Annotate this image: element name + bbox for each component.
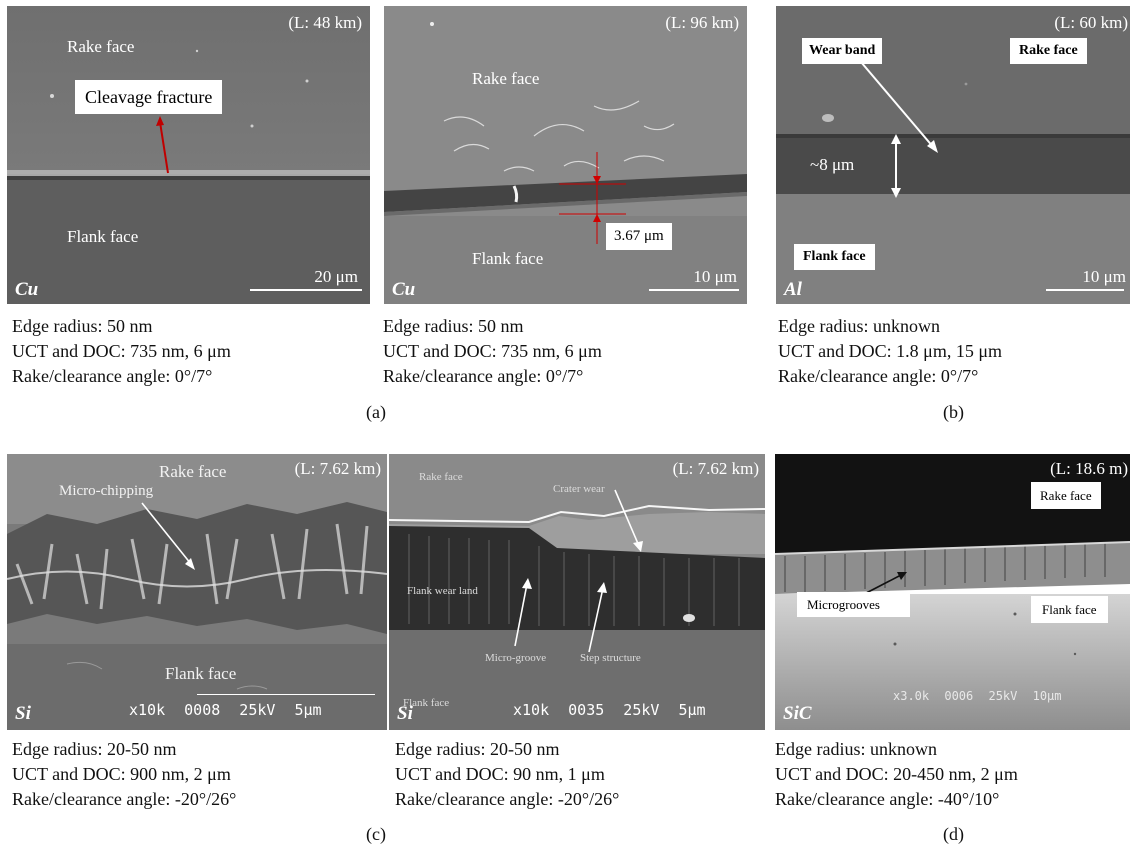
sem-image (776, 6, 1130, 304)
edge-radius: Edge radius: 50 nm (383, 316, 524, 336)
flank-face-label: Flank face (1031, 596, 1108, 623)
cutting-length-label: (L: 18.6 m) (1050, 459, 1128, 478)
material-label: Al (784, 279, 802, 300)
crater-wear-label: Crater wear (553, 483, 605, 495)
panel-cu-96km: (L: 96 km) Rake face 3.67 μm Flank face … (384, 6, 747, 304)
edge-radius: Edge radius: 50 nm (12, 316, 153, 336)
panel-cu-48km: (L: 48 km) Rake face Cleavage fracture F… (7, 6, 370, 304)
scale-bar-label: 10 μm (1082, 267, 1126, 286)
figure-label-d: (d) (943, 824, 964, 844)
wear-band-width-label: ~8 μm (810, 155, 855, 174)
uct-doc: UCT and DOC: 735 nm, 6 μm (12, 341, 231, 361)
uct-doc: UCT and DOC: 90 nm, 1 μm (395, 764, 605, 784)
scale-bar-label: 10 μm (693, 267, 737, 286)
flank-face-label: Flank face (472, 249, 544, 268)
annotation-arrows (514, 489, 643, 653)
material-label: Cu (15, 279, 39, 300)
scale-bar (197, 694, 375, 695)
sem-info-bar: x10k 0008 25kV 5μm (129, 701, 322, 719)
rake-face-label: Rake face (67, 37, 135, 56)
flank-face-label: Flank face (67, 227, 139, 246)
caption-panel-3: Edge radius: unknown UCT and DOC: 1.8 μm… (778, 314, 1002, 389)
thickness-value-label: 3.67 μm (606, 223, 672, 250)
rake-face-label: Rake face (1031, 482, 1101, 509)
caption-panel-6: Edge radius: unknown UCT and DOC: 20-450… (775, 737, 1018, 812)
scale-bar (250, 289, 362, 291)
rake-face-label: Rake face (159, 462, 227, 481)
step-structure-label: Step structure (580, 652, 641, 664)
sem-image (7, 454, 387, 730)
edge-radius: Edge radius: 20-50 nm (12, 739, 177, 759)
wear-band-label: Wear band (802, 38, 883, 64)
cleavage-arrow (156, 116, 169, 174)
sem-info-bar: x10k 0035 25kV 5μm (513, 701, 706, 719)
figure-label-c: (c) (366, 824, 386, 844)
caption-panel-1: Edge radius: 50 nm UCT and DOC: 735 nm, … (12, 314, 231, 389)
figure-label-b: (b) (943, 402, 964, 422)
uct-doc: UCT and DOC: 900 nm, 2 μm (12, 764, 231, 784)
scale-bar (1046, 289, 1124, 291)
cutting-length-label: (L: 48 km) (288, 13, 362, 32)
material-label: SiC (783, 703, 812, 724)
micro-groove-label: Micro-groove (485, 652, 547, 664)
micro-chipping-arrow (141, 502, 195, 570)
flank-face-label: Flank face (794, 244, 875, 270)
material-label: Cu (392, 279, 416, 300)
panel-si-microchipping: Rake face (L: 7.62 km) Micro-chipping Fl… (7, 454, 387, 730)
rake-face-label: Rake face (419, 471, 463, 483)
scale-bar-label: 20 μm (314, 267, 358, 286)
cutting-length-label: (L: 7.62 km) (294, 459, 381, 478)
sem-image (7, 6, 370, 304)
material-label: Si (397, 703, 413, 724)
rake-clearance-angle: Rake/clearance angle: -20°/26° (395, 789, 620, 809)
rake-face-label: Rake face (472, 69, 540, 88)
rake-clearance-angle: Rake/clearance angle: -20°/26° (12, 789, 237, 809)
uct-doc: UCT and DOC: 1.8 μm, 15 μm (778, 341, 1002, 361)
flank-face-label: Flank face (165, 664, 237, 683)
wear-band-arrows (860, 61, 938, 198)
rake-clearance-angle: Rake/clearance angle: 0°/7° (778, 366, 979, 386)
edge-radius: Edge radius: 20-50 nm (395, 739, 560, 759)
rake-face-label: Rake face (1010, 38, 1087, 64)
cutting-length-label: (L: 60 km) (1054, 13, 1128, 32)
thickness-measure (559, 152, 626, 244)
panel-sic: (L: 18.6 m) Rake face Microgrooves Flank… (775, 454, 1130, 730)
edge-radius: Edge radius: unknown (778, 316, 940, 336)
rake-clearance-angle: Rake/clearance angle: -40°/10° (775, 789, 1000, 809)
flank-wear-land-label: Flank wear land (407, 585, 478, 597)
material-label: Si (15, 703, 31, 724)
rake-clearance-angle: Rake/clearance angle: 0°/7° (383, 366, 584, 386)
sem-info-bar: x3.0k 0006 25kV 10μm (893, 689, 1062, 703)
uct-doc: UCT and DOC: 20-450 nm, 2 μm (775, 764, 1018, 784)
caption-panel-4: Edge radius: 20-50 nm UCT and DOC: 900 n… (12, 737, 236, 812)
scale-bar (649, 289, 739, 291)
micro-chipping-label: Micro-chipping (59, 483, 154, 499)
caption-panel-2: Edge radius: 50 nm UCT and DOC: 735 nm, … (383, 314, 602, 389)
uct-doc: UCT and DOC: 735 nm, 6 μm (383, 341, 602, 361)
sem-image (775, 454, 1130, 730)
cleavage-fracture-label: Cleavage fracture (75, 80, 223, 114)
panel-al-60km: (L: 60 km) Wear band Rake face ~8 μm Fla… (776, 6, 1130, 304)
rake-clearance-angle: Rake/clearance angle: 0°/7° (12, 366, 213, 386)
sem-image (389, 454, 765, 730)
cutting-length-label: (L: 96 km) (665, 13, 739, 32)
figure-label-a: (a) (366, 402, 386, 422)
cutting-length-label: (L: 7.62 km) (672, 459, 759, 478)
edge-radius: Edge radius: unknown (775, 739, 937, 759)
flank-face-label: Flank face (403, 697, 450, 709)
caption-panel-5: Edge radius: 20-50 nm UCT and DOC: 90 nm… (395, 737, 619, 812)
sem-image (384, 6, 747, 304)
microgrooves-label: Microgrooves (797, 592, 910, 617)
panel-si-crater-wear: Rake face (L: 7.62 km) Crater wear Flank… (389, 454, 765, 730)
